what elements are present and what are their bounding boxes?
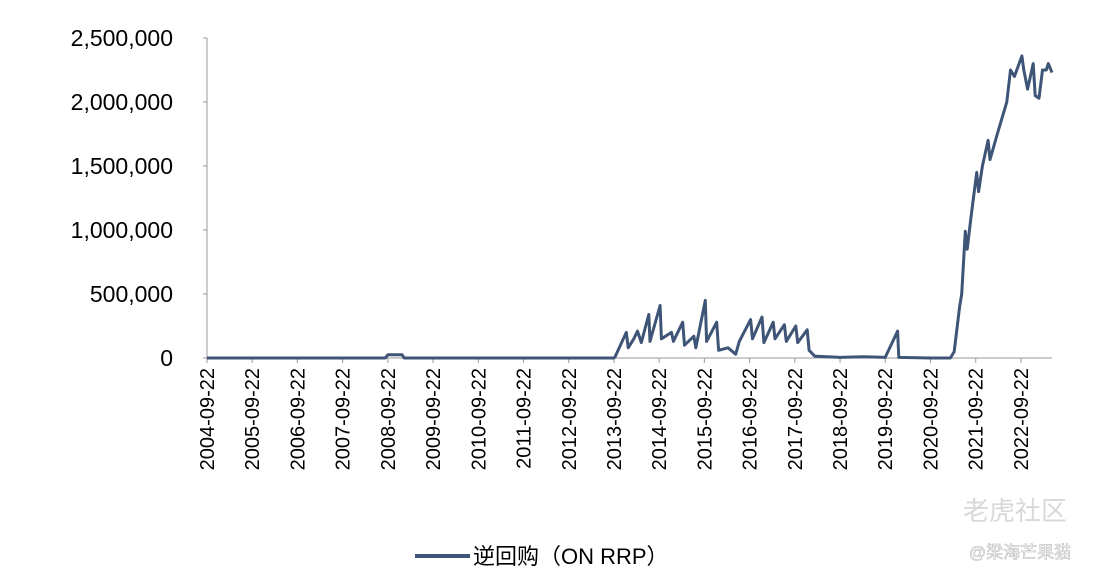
x-tick-label: 2012-09-22: [559, 368, 581, 470]
y-tick-label: 1,000,000: [71, 217, 173, 243]
x-tick-label: 2017-09-22: [785, 368, 807, 470]
x-tick-label: 2014-09-22: [649, 368, 671, 470]
y-tick-label: 0: [160, 345, 173, 371]
x-tick-label: 2005-09-22: [242, 368, 264, 470]
x-tick-label: 2011-09-22: [513, 368, 535, 469]
x-tick-label: 2019-09-22: [875, 368, 897, 470]
y-tick-label: 2,000,000: [71, 89, 173, 115]
x-tick-label: 2004-09-22: [197, 368, 219, 470]
y-tick-label: 2,500,000: [71, 25, 173, 51]
x-tick-label: 2021-09-22: [966, 368, 988, 470]
x-tick-label: 2015-09-22: [694, 368, 716, 470]
x-tick-label: 2013-09-22: [604, 368, 626, 470]
legend-label: 逆回购（ON RRP）: [473, 544, 669, 569]
watermark: @梁海芒果猫: [969, 543, 1071, 562]
x-tick-label: 2007-09-22: [333, 368, 355, 470]
x-tick-label: 2016-09-22: [740, 368, 762, 470]
x-tick-label: 2008-09-22: [378, 368, 400, 470]
y-tick-label: 500,000: [90, 281, 173, 307]
x-tick-label: 2010-09-22: [468, 368, 490, 470]
x-tick-label: 2020-09-22: [921, 368, 943, 470]
x-tick-label: 2006-09-22: [287, 368, 309, 470]
x-tick-label: 2009-09-22: [423, 368, 445, 470]
data-line: [207, 54, 1054, 360]
watermark: 老虎社区: [963, 496, 1067, 526]
y-tick-label: 1,500,000: [71, 153, 173, 179]
x-tick-label: 2018-09-22: [830, 368, 852, 470]
x-tick-label: 2022-09-22: [1011, 368, 1033, 470]
